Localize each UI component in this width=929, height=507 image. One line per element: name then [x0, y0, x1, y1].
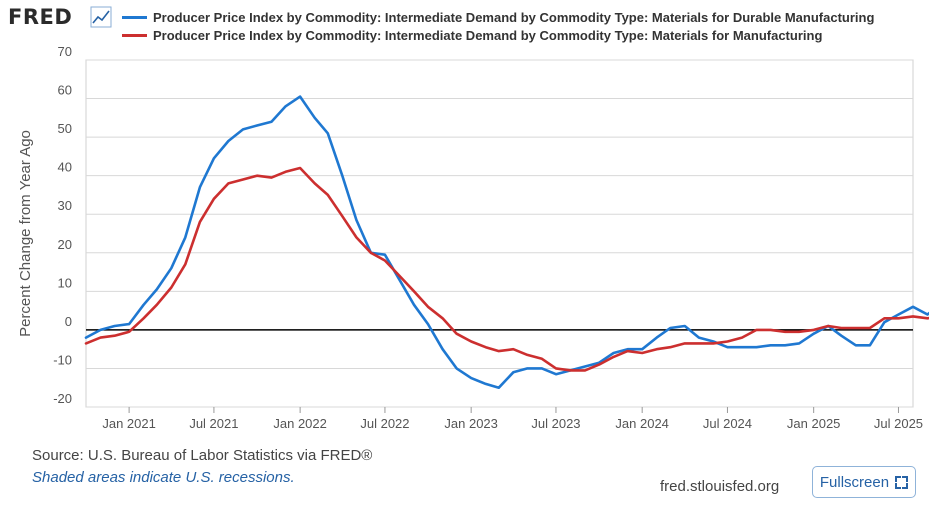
site-url[interactable]: fred.stlouisfed.org — [660, 478, 780, 495]
y-tick-label: -20 — [53, 391, 72, 406]
series-line-manufacturing[interactable] — [84, 166, 929, 372]
x-tick-label: Jul 2025 — [874, 416, 923, 431]
source-text: Source: U.S. Bureau of Labor Statistics … — [32, 447, 373, 464]
y-axis-ticks: 70 60 50 40 30 20 10 0 -10 -20 — [53, 44, 72, 406]
x-tick-label: Jul 2022 — [360, 416, 409, 431]
legend-label-durable: Producer Price Index by Commodity: Inter… — [153, 9, 875, 25]
chart-header: FRED Producer Price Index by Commodity: … — [0, 0, 929, 50]
legend-swatch-durable — [122, 15, 147, 19]
x-tick-label: Jul 2023 — [531, 416, 580, 431]
chart-legend: Producer Price Index by Commodity: Inter… — [122, 8, 874, 44]
x-tick-label: Jul 2021 — [189, 416, 238, 431]
legend-swatch-manufacturing — [122, 33, 147, 37]
recession-note: Shaded areas indicate U.S. recessions. — [32, 469, 295, 486]
y-axis-label: Percent Change from Year Ago — [17, 130, 34, 337]
y-tick-label: 30 — [58, 198, 72, 213]
legend-item-durable[interactable]: Producer Price Index by Commodity: Inter… — [122, 8, 874, 26]
series-line-durable[interactable] — [84, 95, 929, 390]
x-tick-label: Jan 2022 — [273, 416, 327, 431]
x-tick-label: Jul 2024 — [703, 416, 752, 431]
fullscreen-button[interactable]: Fullscreen — [812, 466, 916, 498]
y-tick-label: 70 — [58, 44, 72, 59]
x-tick-label: Jan 2025 — [787, 416, 841, 431]
y-tick-label: 50 — [58, 121, 72, 136]
fullscreen-label: Fullscreen — [819, 473, 890, 491]
y-tick-label: 60 — [58, 83, 72, 98]
chart-line-icon — [90, 6, 112, 28]
x-axis-ticks: Jan 2021 Jul 2021 Jan 2022 Jul 2022 Jan 2023… — [102, 407, 923, 431]
y-tick-label: -10 — [53, 352, 72, 367]
series-lines — [84, 95, 929, 390]
x-tick-label: Jan 2023 — [444, 416, 498, 431]
x-tick-label: Jan 2024 — [615, 416, 669, 431]
grid-lines — [85, 59, 914, 408]
expand-icon — [895, 475, 909, 489]
legend-item-manufacturing[interactable]: Producer Price Index by Commodity: Inter… — [122, 26, 874, 44]
x-tick-label: Jan 2021 — [102, 416, 156, 431]
plot-area-border — [85, 59, 914, 408]
y-tick-label: 40 — [58, 160, 72, 175]
y-tick-label: 10 — [58, 275, 72, 290]
legend-label-manufacturing: Producer Price Index by Commodity: Inter… — [153, 27, 823, 43]
y-tick-label: 0 — [65, 314, 72, 329]
fred-logo[interactable]: FRED — [8, 5, 73, 29]
y-tick-label: 20 — [58, 237, 72, 252]
